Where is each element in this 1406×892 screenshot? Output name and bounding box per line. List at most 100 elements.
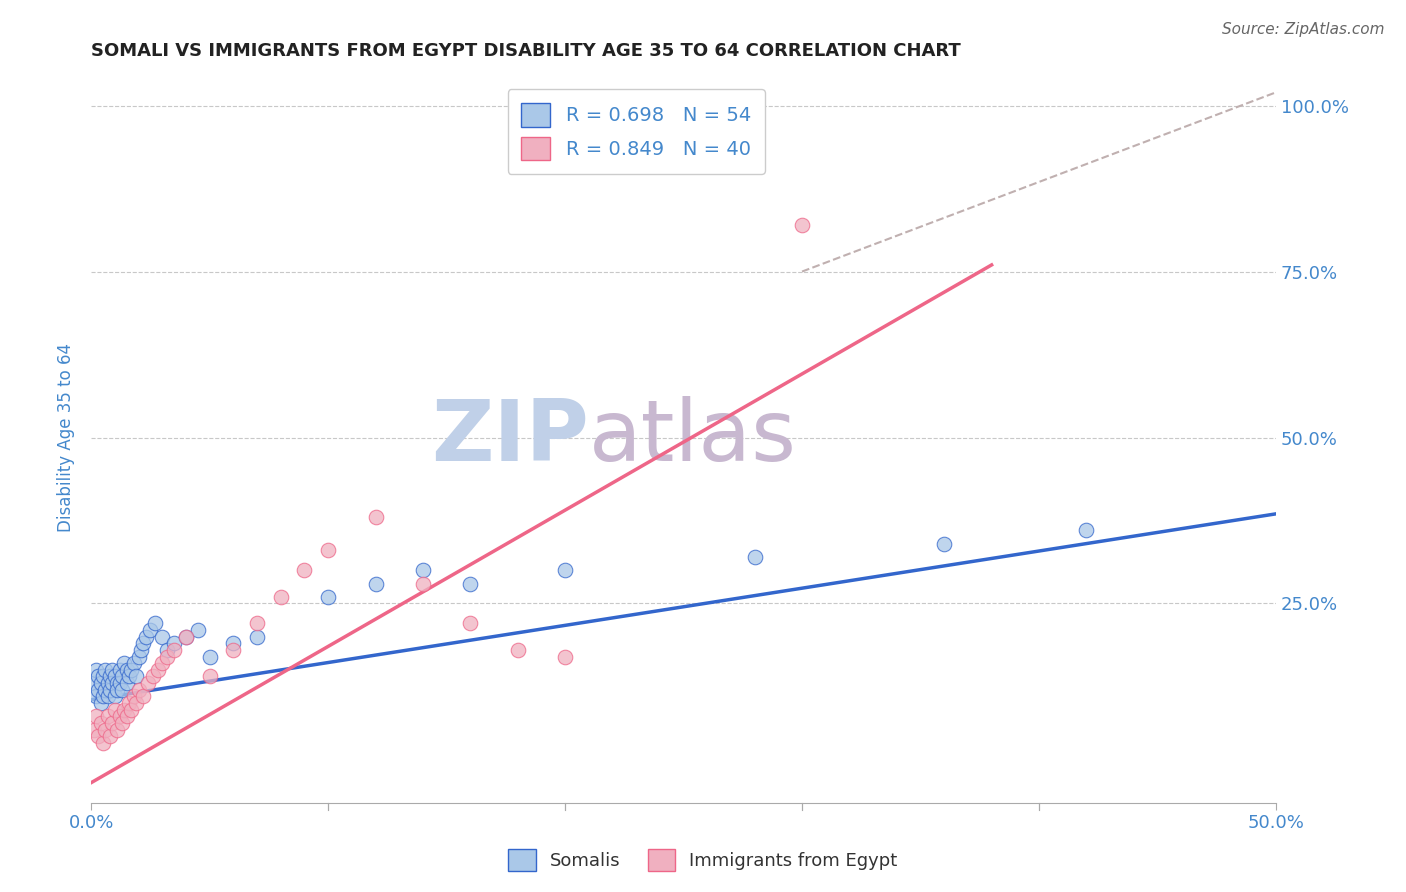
- Y-axis label: Disability Age 35 to 64: Disability Age 35 to 64: [58, 343, 75, 532]
- Point: [412, 576, 434, 591]
- Point: [364, 576, 387, 591]
- Point: [101, 676, 124, 690]
- Point: [94, 682, 117, 697]
- Point: [129, 643, 152, 657]
- Point: [316, 590, 339, 604]
- Point: [458, 576, 481, 591]
- Point: [132, 690, 155, 704]
- Point: [270, 590, 292, 604]
- Point: [554, 563, 576, 577]
- Point: [744, 549, 766, 564]
- Point: [90, 715, 112, 730]
- Point: [122, 690, 145, 704]
- Point: [135, 630, 157, 644]
- Point: [128, 682, 150, 697]
- Point: [90, 676, 112, 690]
- Point: [118, 669, 141, 683]
- Point: [143, 616, 166, 631]
- Legend: Somalis, Immigrants from Egypt: Somalis, Immigrants from Egypt: [502, 842, 904, 879]
- Point: [222, 643, 245, 657]
- Point: [146, 663, 169, 677]
- Point: [132, 636, 155, 650]
- Point: [108, 663, 131, 677]
- Point: [458, 616, 481, 631]
- Point: [98, 669, 121, 683]
- Point: [142, 669, 165, 683]
- Point: [198, 649, 221, 664]
- Point: [156, 643, 179, 657]
- Point: [84, 690, 107, 704]
- Text: Source: ZipAtlas.com: Source: ZipAtlas.com: [1222, 22, 1385, 37]
- Point: [163, 636, 186, 650]
- Point: [87, 669, 110, 683]
- Point: [104, 669, 127, 683]
- Point: [112, 703, 135, 717]
- Point: [120, 703, 142, 717]
- Point: [97, 676, 120, 690]
- Point: [83, 676, 105, 690]
- Point: [112, 656, 135, 670]
- Point: [111, 669, 134, 683]
- Point: [98, 729, 121, 743]
- Point: [136, 676, 159, 690]
- Point: [174, 630, 197, 644]
- Point: [156, 649, 179, 664]
- Point: [91, 669, 114, 683]
- Point: [98, 682, 121, 697]
- Point: [118, 696, 141, 710]
- Point: [246, 630, 269, 644]
- Point: [87, 682, 110, 697]
- Point: [108, 709, 131, 723]
- Point: [83, 723, 105, 737]
- Point: [1076, 524, 1098, 538]
- Point: [139, 623, 162, 637]
- Point: [128, 649, 150, 664]
- Point: [91, 690, 114, 704]
- Point: [105, 723, 128, 737]
- Point: [554, 649, 576, 664]
- Point: [790, 218, 813, 232]
- Point: [94, 663, 117, 677]
- Point: [174, 630, 197, 644]
- Point: [150, 630, 173, 644]
- Point: [84, 663, 107, 677]
- Text: atlas: atlas: [589, 396, 797, 479]
- Point: [105, 676, 128, 690]
- Point: [111, 682, 134, 697]
- Point: [115, 676, 138, 690]
- Point: [222, 636, 245, 650]
- Point: [115, 709, 138, 723]
- Point: [101, 663, 124, 677]
- Point: [150, 656, 173, 670]
- Point: [316, 543, 339, 558]
- Point: [115, 663, 138, 677]
- Point: [104, 703, 127, 717]
- Point: [111, 715, 134, 730]
- Point: [506, 643, 529, 657]
- Point: [84, 709, 107, 723]
- Point: [108, 676, 131, 690]
- Point: [90, 696, 112, 710]
- Point: [120, 663, 142, 677]
- Point: [101, 715, 124, 730]
- Point: [105, 682, 128, 697]
- Point: [163, 643, 186, 657]
- Point: [125, 696, 148, 710]
- Text: ZIP: ZIP: [432, 396, 589, 479]
- Point: [104, 690, 127, 704]
- Point: [934, 537, 956, 551]
- Point: [198, 669, 221, 683]
- Point: [97, 709, 120, 723]
- Legend: R = 0.698   N = 54, R = 0.849   N = 40: R = 0.698 N = 54, R = 0.849 N = 40: [508, 89, 765, 174]
- Point: [364, 510, 387, 524]
- Point: [122, 656, 145, 670]
- Point: [412, 563, 434, 577]
- Point: [246, 616, 269, 631]
- Point: [87, 729, 110, 743]
- Point: [91, 736, 114, 750]
- Text: SOMALI VS IMMIGRANTS FROM EGYPT DISABILITY AGE 35 TO 64 CORRELATION CHART: SOMALI VS IMMIGRANTS FROM EGYPT DISABILI…: [91, 42, 960, 60]
- Point: [294, 563, 316, 577]
- Point: [97, 690, 120, 704]
- Point: [125, 669, 148, 683]
- Point: [94, 723, 117, 737]
